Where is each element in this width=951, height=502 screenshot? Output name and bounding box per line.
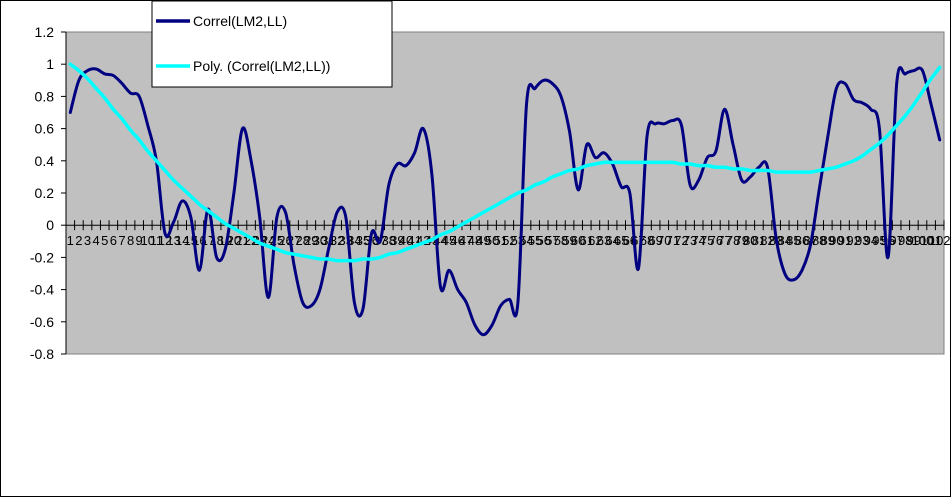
x-tick-label: 93 — [855, 233, 869, 248]
x-tick-label: 11 — [150, 233, 164, 248]
series-layer — [68, 62, 942, 337]
x-tick-label: 89 — [821, 233, 835, 248]
x-tick-label: 29 — [304, 233, 318, 248]
x-tick-label: 1 — [67, 233, 74, 248]
x-tick-label: 51 — [493, 233, 507, 248]
x-tick-label: 55 — [528, 233, 542, 248]
x-tick-label: 81 — [752, 233, 766, 248]
x-tick-label: 59 — [562, 233, 576, 248]
x-tick-label: 6 — [110, 233, 117, 248]
series-line-poly-trend — [68, 62, 942, 263]
x-tick-label: 68 — [640, 233, 654, 248]
x-tick-label: 63 — [597, 233, 611, 248]
x-tick-label: 7 — [118, 233, 125, 248]
x-tick-label: 65 — [614, 233, 628, 248]
x-tick-label: 32 — [330, 233, 344, 248]
x-tick-label: 95 — [872, 233, 886, 248]
x-tick-label: 84 — [778, 233, 792, 248]
y-tick-label: -0.8 — [30, 346, 54, 362]
x-tick-label: 60 — [571, 233, 585, 248]
x-tick-label: 88 — [812, 233, 826, 248]
x-tick-label: 49 — [476, 233, 490, 248]
x-tick-label: 98 — [898, 233, 912, 248]
x-tick-label: 2 — [75, 233, 82, 248]
x-tick-label: 13 — [166, 233, 180, 248]
y-tick-label: -0.4 — [30, 282, 54, 298]
x-tick-label: 14 — [175, 233, 189, 248]
x-tick-label: 78 — [726, 233, 740, 248]
x-tick-label: 28 — [295, 233, 309, 248]
x-tick-label: 10 — [141, 233, 155, 248]
x-tick-label: 47 — [459, 233, 473, 248]
y-tick-label: 0 — [46, 217, 54, 233]
x-tick-label: 58 — [554, 233, 568, 248]
x-tick-label: 70 — [657, 233, 671, 248]
x-tick-label: 101 — [920, 233, 942, 248]
y-tick-label: 1.2 — [35, 24, 55, 40]
x-tick-label: 64 — [605, 233, 619, 248]
x-tick-label: 45 — [442, 233, 456, 248]
x-tick-label: 62 — [588, 233, 602, 248]
y-tick-label: -0.2 — [30, 249, 54, 265]
x-tick-label: 34 — [347, 233, 361, 248]
x-tick-label: 73 — [683, 233, 697, 248]
x-tick-label: 40 — [399, 233, 413, 248]
x-tick-label: 56 — [537, 233, 551, 248]
x-tick-label: 35 — [356, 233, 370, 248]
x-tick-label: 94 — [864, 233, 878, 248]
x-tick-label: 57 — [545, 233, 559, 248]
x-tick-label: 61 — [580, 233, 594, 248]
x-tick-label: 3 — [84, 233, 91, 248]
x-tick-label: 91 — [838, 233, 852, 248]
x-tick-label: 76 — [709, 233, 723, 248]
x-tick-label: 85 — [786, 233, 800, 248]
x-tick-label: 30 — [313, 233, 327, 248]
x-tick-label: 46 — [450, 233, 464, 248]
legend: Correl(LM2,LL) Poly. (Correl(LM2,LL)) — [151, 0, 393, 88]
x-tick-label: 9 — [136, 233, 143, 248]
x-tick-label: 5 — [101, 233, 108, 248]
x-tick-label: 72 — [674, 233, 688, 248]
x-tick-label: 48 — [468, 233, 482, 248]
x-tick-label: 54 — [519, 233, 533, 248]
x-tick-label: 39 — [390, 233, 404, 248]
y-tick-label: 0.2 — [35, 185, 55, 201]
legend-label: Poly. (Correl(LM2,LL)) — [193, 58, 330, 74]
x-tick-label: 50 — [485, 233, 499, 248]
x-tick-label: 71 — [666, 233, 680, 248]
x-tick-label: 86 — [795, 233, 809, 248]
y-tick-label: 0.4 — [35, 153, 55, 169]
series-line-correl — [68, 66, 942, 337]
x-tick-label: 79 — [734, 233, 748, 248]
legend-label: Correl(LM2,LL) — [193, 13, 287, 29]
y-tick-label: 0.6 — [35, 121, 55, 137]
x-tick-label: 80 — [743, 233, 757, 248]
x-tick-label: 92 — [846, 233, 860, 248]
x-tick-label: 97 — [889, 233, 903, 248]
x-tick-label: 38 — [382, 233, 396, 248]
x-tick-label: 20 — [227, 233, 241, 248]
y-tick-label: 0.8 — [35, 88, 55, 104]
x-tick-label: 52 — [502, 233, 516, 248]
x-tick-label: 74 — [691, 233, 705, 248]
x-tick-label: 100 — [912, 233, 934, 248]
x-tick-label: 82 — [760, 233, 774, 248]
x-tick-label: 75 — [700, 233, 714, 248]
legend-box — [151, 0, 393, 88]
y-tick-label: -0.6 — [30, 314, 54, 330]
x-tick-label: 102 — [929, 233, 951, 248]
x-tick-label: 90 — [829, 233, 843, 248]
x-tick-label: 8 — [127, 233, 134, 248]
x-axis: 1 2 3 4 5 6 7 8 91011121314151617181920212223242… — [65, 220, 951, 248]
x-tick-label: 77 — [717, 233, 731, 248]
y-tick-label: 1 — [46, 56, 54, 72]
x-tick-label: 4 — [93, 233, 100, 248]
y-axis: -0.8 -0.6 -0.4 -0.2 0 0.2 0.4 0.6 0.8 1 1.2 — [30, 24, 67, 362]
x-tick-label: 69 — [648, 233, 662, 248]
x-tick-label: 99 — [907, 233, 921, 248]
